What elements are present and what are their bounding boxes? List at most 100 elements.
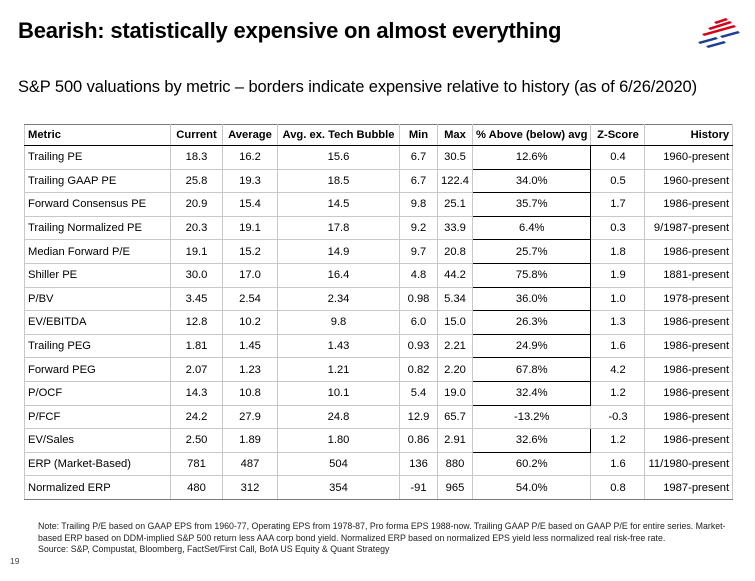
cell-metric: Trailing Normalized PE xyxy=(24,215,171,241)
cell-metric: Trailing PEG xyxy=(24,333,171,359)
cell-metric: Median Forward P/E xyxy=(24,239,171,264)
cell-avg-ex-tech: 354 xyxy=(277,475,400,500)
cell-min: 0.93 xyxy=(399,333,438,359)
cell-min: 136 xyxy=(399,451,438,477)
cell-avg-ex-tech: 1.43 xyxy=(277,333,400,359)
cell-max: 20.8 xyxy=(437,239,473,264)
cell-z-score: 0.8 xyxy=(590,475,646,500)
cell-avg-ex-tech: 16.4 xyxy=(277,262,400,288)
table-row: Forward PEG 2.07 1.23 1.21 0.82 2.20 67.8% 4.2 1… xyxy=(24,357,734,382)
cell-min: 6.7 xyxy=(399,145,438,170)
cell-z-score: 1.6 xyxy=(590,451,646,477)
cell-pct-above: -13.2% xyxy=(471,404,592,430)
cell-avg-ex-tech: 14.9 xyxy=(277,239,400,264)
cell-avg-ex-tech: 1.80 xyxy=(277,428,400,453)
cell-max: 65.7 xyxy=(437,404,473,430)
page-title: Bearish: statistically expensive on almo… xyxy=(18,18,562,43)
cell-min: 9.7 xyxy=(399,239,438,264)
cell-history: 1986-present xyxy=(644,380,734,406)
cell-min: 0.98 xyxy=(399,286,438,312)
cell-z-score: 4.2 xyxy=(590,357,646,382)
cell-history: 1986-present xyxy=(644,428,734,453)
cell-min: 12.9 xyxy=(399,404,438,430)
valuation-table: Metric Current Average Avg. ex. Tech Bub… xyxy=(24,124,734,500)
table-header-row: Metric Current Average Avg. ex. Tech Bub… xyxy=(24,124,734,146)
cell-pct-above: 25.7% xyxy=(471,239,592,264)
cell-metric: Forward Consensus PE xyxy=(24,192,171,217)
table-row: Trailing PEG 1.81 1.45 1.43 0.93 2.21 24.9% 1.6… xyxy=(24,333,734,359)
cell-pct-above: 36.0% xyxy=(471,286,592,312)
cell-z-score: 0.5 xyxy=(590,168,646,194)
cell-current: 14.3 xyxy=(170,380,223,406)
cell-history: 1978-present xyxy=(644,286,734,312)
table-row: Trailing PE 18.3 16.2 15.6 6.7 30.5 12.6% 0.4 19… xyxy=(24,145,734,170)
cell-avg-ex-tech: 15.6 xyxy=(277,145,400,170)
table-row: EV/EBITDA 12.8 10.2 9.8 6.0 15.0 26.3% 1.3 1986-… xyxy=(24,310,734,335)
col-header-pct-above: % Above (below) avg xyxy=(471,124,592,146)
cell-max: 2.20 xyxy=(437,357,473,382)
cell-current: 2.50 xyxy=(170,428,223,453)
cell-z-score: 1.7 xyxy=(590,192,646,217)
cell-history: 1986-present xyxy=(644,333,734,359)
cell-current: 20.9 xyxy=(170,192,223,217)
cell-history: 1987-present xyxy=(644,475,734,500)
cell-z-score: 1.3 xyxy=(590,310,646,335)
cell-metric: ERP (Market-Based) xyxy=(24,451,171,477)
cell-metric: EV/Sales xyxy=(24,428,171,453)
cell-history: 1960-present xyxy=(644,168,734,194)
cell-z-score: 1.6 xyxy=(590,333,646,359)
cell-max: 19.0 xyxy=(437,380,473,406)
cell-metric: P/BV xyxy=(24,286,171,312)
cell-history: 9/1987-present xyxy=(644,215,734,241)
cell-history: 11/1980-present xyxy=(644,451,734,477)
cell-pct-above: 60.2% xyxy=(471,451,592,477)
col-header-average: Average xyxy=(222,124,278,146)
cell-average: 10.8 xyxy=(222,380,278,406)
cell-average: 487 xyxy=(222,451,278,477)
cell-max: 122.4 xyxy=(437,168,473,194)
cell-average: 312 xyxy=(222,475,278,500)
cell-current: 2.07 xyxy=(170,357,223,382)
cell-min: 6.7 xyxy=(399,168,438,194)
table-row: P/FCF 24.2 27.9 24.8 12.9 65.7 -13.2% -0.3 1986-… xyxy=(24,404,734,430)
cell-current: 1.81 xyxy=(170,333,223,359)
source-text: Source: S&P, Compustat, Bloomberg, FactS… xyxy=(38,544,390,554)
cell-max: 33.9 xyxy=(437,215,473,241)
cell-history: 1960-present xyxy=(644,145,734,170)
col-header-max: Max xyxy=(437,124,473,146)
cell-average: 10.2 xyxy=(222,310,278,335)
cell-metric: Forward PEG xyxy=(24,357,171,382)
footnote: Note: Trailing P/E based on GAAP EPS fro… xyxy=(38,521,748,556)
cell-avg-ex-tech: 24.8 xyxy=(277,404,400,430)
cell-max: 30.5 xyxy=(437,145,473,170)
cell-current: 18.3 xyxy=(170,145,223,170)
cell-pct-above: 12.6% xyxy=(471,145,592,170)
cell-metric: P/FCF xyxy=(24,404,171,430)
cell-current: 24.2 xyxy=(170,404,223,430)
cell-min: 9.8 xyxy=(399,192,438,217)
cell-avg-ex-tech: 2.34 xyxy=(277,286,400,312)
cell-avg-ex-tech: 10.1 xyxy=(277,380,400,406)
cell-pct-above: 67.8% xyxy=(471,357,592,382)
cell-pct-above: 75.8% xyxy=(471,262,592,288)
table-row: ERP (Market-Based) 781 487 504 136 880 60.2% 1.… xyxy=(24,451,734,477)
cell-max: 15.0 xyxy=(437,310,473,335)
cell-pct-above: 54.0% xyxy=(471,475,592,500)
cell-avg-ex-tech: 1.21 xyxy=(277,357,400,382)
table-row: Trailing GAAP PE 25.8 19.3 18.5 6.7 122.4 34.0… xyxy=(24,168,734,194)
cell-pct-above: 32.6% xyxy=(471,428,592,453)
cell-max: 965 xyxy=(437,475,473,500)
cell-current: 12.8 xyxy=(170,310,223,335)
cell-history: 1986-present xyxy=(644,310,734,335)
cell-max: 2.21 xyxy=(437,333,473,359)
col-header-avg-ex-tech: Avg. ex. Tech Bubble xyxy=(277,124,400,146)
cell-current: 3.45 xyxy=(170,286,223,312)
cell-max: 2.91 xyxy=(437,428,473,453)
cell-average: 16.2 xyxy=(222,145,278,170)
page-subtitle: S&P 500 valuations by metric – borders i… xyxy=(18,78,697,96)
cell-history: 1986-present xyxy=(644,239,734,264)
cell-min: -91 xyxy=(399,475,438,500)
table-row: EV/Sales 2.50 1.89 1.80 0.86 2.91 32.6% 1.2 1986… xyxy=(24,428,734,453)
cell-average: 27.9 xyxy=(222,404,278,430)
table-row: P/OCF 14.3 10.8 10.1 5.4 19.0 32.4% 1.2 1986-pre… xyxy=(24,380,734,406)
